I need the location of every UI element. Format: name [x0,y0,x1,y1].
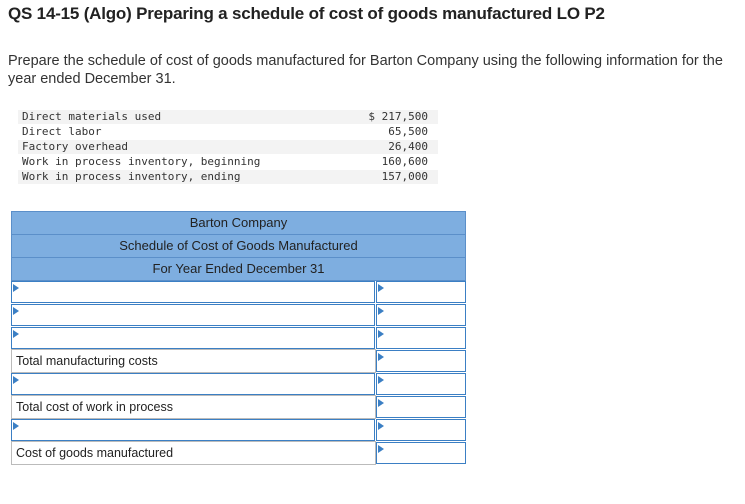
info-label: Work in process inventory, beginning [22,155,261,168]
info-amount: $ 217,500 [368,110,428,123]
schedule-header: Schedule of Cost of Goods Manufactured [11,234,466,258]
info-amount: 157,000 [381,170,428,183]
amount-input[interactable] [376,396,466,418]
schedule-header: Barton Company [11,211,466,235]
row-label: Total cost of work in process [11,395,376,419]
label-input[interactable] [11,419,375,441]
instructions: Prepare the schedule of cost of goods ma… [8,53,723,87]
info-row-bg [18,170,438,184]
title: QS 14-15 (Algo) Preparing a schedule of … [8,4,605,23]
info-row-bg [18,155,438,169]
info-row-bg [18,140,438,154]
info-row-bg [18,110,438,124]
info-label: Direct labor [22,125,102,138]
info-amount: 160,600 [381,155,428,168]
amount-input[interactable] [376,304,466,326]
amount-input[interactable] [376,419,466,441]
amount-input[interactable] [376,442,466,464]
label-input[interactable] [11,281,375,303]
info-row-bg [18,125,438,139]
row-label: Cost of goods manufactured [11,441,376,465]
info-label: Factory overhead [22,140,128,153]
amount-input[interactable] [376,281,466,303]
schedule-header: For Year Ended December 31 [11,257,466,281]
info-amount: 65,500 [388,125,428,138]
amount-input[interactable] [376,327,466,349]
amount-input[interactable] [376,373,466,395]
info-label: Work in process inventory, ending [22,170,241,183]
label-input[interactable] [11,327,375,349]
schedule: Barton Company Schedule of Cost of Goods … [11,211,466,489]
label-input[interactable] [11,304,375,326]
label-input[interactable] [11,373,375,395]
amount-input[interactable] [376,350,466,372]
info-label: Direct materials used [22,110,162,123]
row-label: Total manufacturing costs [11,349,376,373]
info-amount: 26,400 [388,140,428,153]
